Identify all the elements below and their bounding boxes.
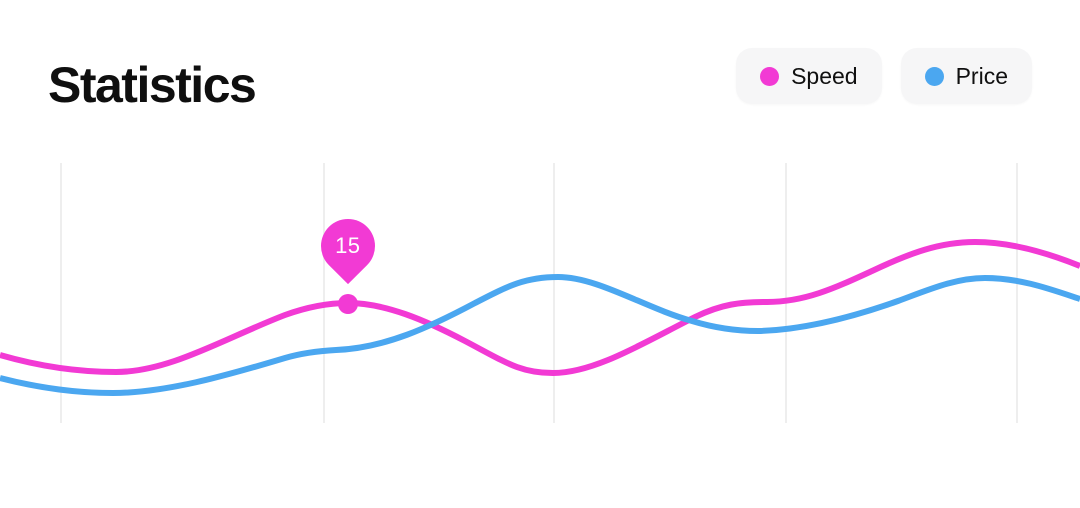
tooltip-value: 15 <box>335 233 361 259</box>
data-point-dot[interactable] <box>338 294 358 314</box>
page-title: Statistics <box>48 57 257 113</box>
price-line[interactable] <box>0 274 1080 396</box>
speed-line[interactable] <box>0 239 1080 376</box>
legend-label-speed: Speed <box>791 62 858 89</box>
legend: Speed Price <box>736 48 1032 104</box>
legend-label-price: Price <box>955 62 1008 89</box>
price-dot-icon <box>924 66 944 86</box>
legend-chip-price[interactable]: Price <box>900 48 1032 104</box>
speed-dot-icon <box>760 66 780 86</box>
legend-chip-speed[interactable]: Speed <box>736 48 882 104</box>
